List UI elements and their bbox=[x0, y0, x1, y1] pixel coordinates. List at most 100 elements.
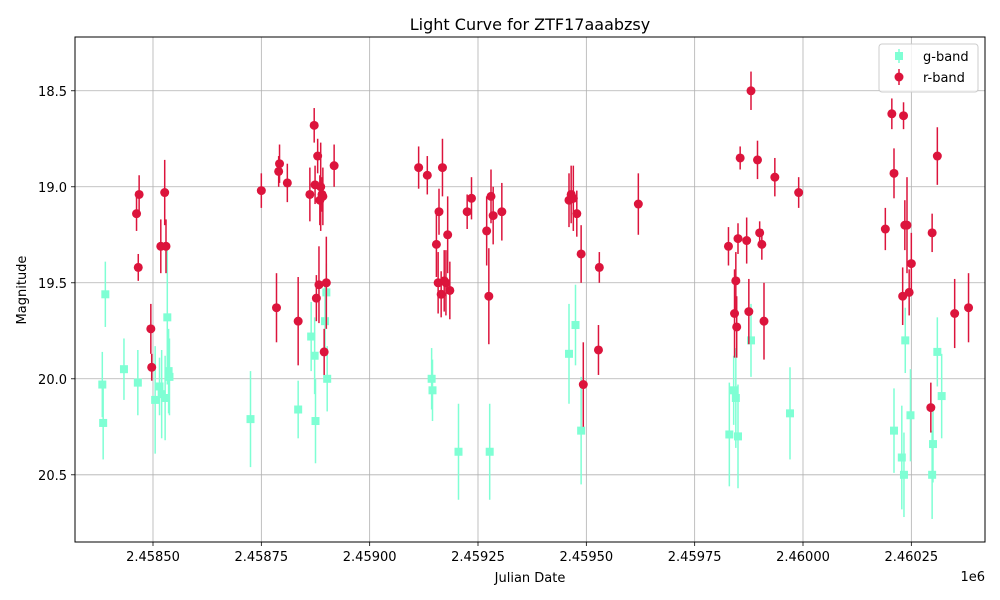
g-band-point bbox=[485, 447, 494, 456]
g-band-point bbox=[161, 393, 170, 402]
g-band-point bbox=[890, 426, 898, 435]
r-band-point bbox=[436, 289, 446, 299]
r-band-point bbox=[889, 168, 899, 178]
r-band-point bbox=[147, 362, 157, 372]
r-band-point bbox=[904, 287, 914, 297]
x-tick-label: 2.45925 bbox=[451, 550, 505, 565]
r-band-point bbox=[880, 224, 890, 234]
g-band-point bbox=[725, 430, 734, 439]
r-band-point bbox=[572, 209, 582, 219]
r-band-point bbox=[272, 303, 281, 313]
g-band-point bbox=[901, 336, 910, 345]
y-axis-ticks: 18.5 19.0 19.5 20.0 20.5 bbox=[38, 85, 75, 484]
grid-lines bbox=[75, 37, 985, 542]
r-band-point bbox=[927, 228, 937, 238]
r-band-point bbox=[497, 207, 507, 217]
legend-g-band-marker bbox=[895, 52, 903, 60]
y-tick-label: 18.5 bbox=[38, 85, 67, 100]
y-tick-label: 20.5 bbox=[38, 469, 67, 484]
y-tick-label: 19.0 bbox=[38, 181, 67, 196]
r-band-point bbox=[484, 291, 494, 301]
x-tick-label: 2.45875 bbox=[234, 550, 288, 565]
x-axis-label: Julian Date bbox=[494, 571, 566, 586]
r-band-point bbox=[746, 86, 756, 96]
x-tick-label: 2.45950 bbox=[559, 550, 613, 565]
r-band-point bbox=[134, 189, 144, 199]
r-band-point bbox=[133, 262, 143, 272]
r-band-point bbox=[160, 188, 170, 198]
r-band-point bbox=[887, 109, 897, 119]
g-band-point bbox=[937, 392, 946, 401]
g-band-point bbox=[151, 395, 160, 404]
g-band-point bbox=[310, 351, 319, 360]
g-band-point bbox=[99, 418, 108, 427]
g-band-point bbox=[119, 365, 128, 374]
r-band-point bbox=[578, 380, 588, 390]
legend-g-band-label: g-band bbox=[923, 50, 969, 65]
g-band-point bbox=[729, 386, 738, 395]
g-band-point bbox=[734, 432, 742, 441]
x-axis-offset-label: 1e6 bbox=[960, 570, 985, 585]
x-tick-label: 2.45850 bbox=[126, 550, 180, 565]
r-band-point bbox=[274, 166, 284, 176]
r-band-point bbox=[437, 163, 447, 173]
r-band-point bbox=[329, 161, 339, 171]
r-band-point bbox=[735, 153, 745, 163]
legend-r-band-label: r-band bbox=[923, 71, 965, 86]
r-band-point bbox=[794, 188, 804, 198]
r-band-point bbox=[434, 207, 444, 217]
r-band-series bbox=[132, 71, 974, 433]
g-band-point bbox=[929, 440, 937, 449]
g-band-point bbox=[906, 411, 915, 420]
g-band-point bbox=[427, 374, 436, 383]
g-band-point bbox=[246, 415, 255, 424]
r-band-point bbox=[414, 163, 424, 173]
g-band-point bbox=[101, 290, 110, 299]
r-band-point bbox=[431, 239, 441, 249]
g-band-point bbox=[933, 347, 942, 356]
y-axis-label: Magnitude bbox=[15, 256, 30, 325]
r-band-point bbox=[319, 347, 329, 357]
g-band-point bbox=[571, 321, 580, 330]
legend-box bbox=[878, 43, 979, 93]
g-band-point bbox=[899, 470, 908, 479]
g-band-point bbox=[565, 349, 573, 358]
x-tick-label: 2.45975 bbox=[668, 550, 722, 565]
r-band-point bbox=[902, 220, 912, 230]
r-band-point bbox=[275, 159, 285, 169]
r-band-point bbox=[594, 262, 604, 272]
g-band-point bbox=[454, 447, 463, 456]
r-band-point bbox=[576, 249, 586, 259]
r-band-point bbox=[316, 182, 326, 192]
r-band-point bbox=[906, 259, 916, 269]
g-band-point bbox=[133, 378, 142, 387]
r-band-point bbox=[293, 316, 303, 326]
r-band-point bbox=[309, 120, 319, 130]
r-band-point bbox=[950, 309, 960, 319]
chart-title: Light Curve for ZTF17aaabzsy bbox=[410, 15, 650, 34]
r-band-point bbox=[314, 280, 324, 290]
r-band-point bbox=[755, 228, 765, 238]
r-band-point bbox=[926, 403, 936, 413]
r-band-point bbox=[462, 207, 472, 217]
r-band-point bbox=[441, 278, 451, 288]
g-band-point bbox=[428, 386, 437, 395]
r-band-point bbox=[731, 276, 741, 286]
r-band-point bbox=[305, 189, 315, 199]
r-band-point bbox=[443, 230, 453, 240]
r-band-point bbox=[730, 309, 740, 319]
r-band-point bbox=[964, 303, 974, 313]
g-band-point bbox=[311, 417, 320, 426]
r-band-point bbox=[759, 316, 769, 326]
r-band-point bbox=[723, 241, 733, 251]
r-band-point bbox=[733, 234, 743, 244]
r-band-point bbox=[568, 193, 578, 203]
r-band-point bbox=[313, 151, 323, 161]
r-band-point bbox=[422, 170, 432, 180]
g-band-point bbox=[747, 336, 755, 345]
r-band-point bbox=[732, 322, 742, 332]
plot-area-frame bbox=[74, 36, 986, 543]
r-band-point bbox=[146, 324, 156, 334]
r-band-point bbox=[744, 307, 754, 317]
